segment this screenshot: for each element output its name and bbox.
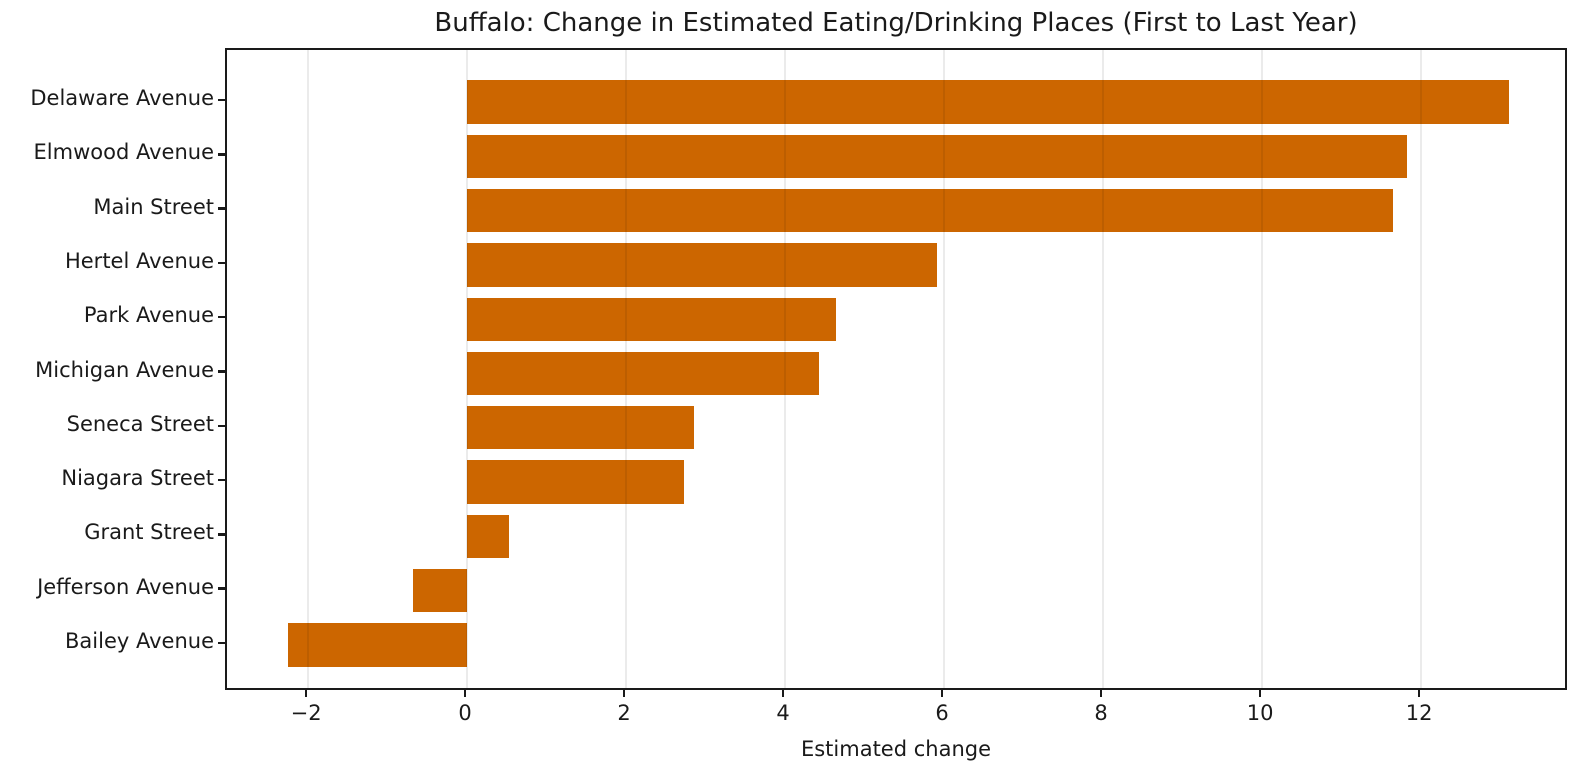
x-tick bbox=[622, 690, 626, 697]
y-tick-label: Jefferson Avenue bbox=[37, 574, 214, 599]
x-tick bbox=[1258, 690, 1262, 697]
chart-title: Buffalo: Change in Estimated Eating/Drin… bbox=[434, 8, 1358, 38]
bar bbox=[467, 188, 1394, 233]
y-tick bbox=[218, 641, 225, 645]
y-tick bbox=[218, 207, 225, 210]
grid-line bbox=[1260, 50, 1264, 688]
x-tick bbox=[304, 690, 308, 697]
grid-line bbox=[306, 50, 310, 688]
y-tick-label: Park Avenue bbox=[83, 303, 214, 328]
y-tick bbox=[218, 533, 225, 536]
y-tick bbox=[218, 98, 225, 102]
x-tick bbox=[463, 690, 467, 697]
x-tick-label: 12 bbox=[1405, 701, 1433, 725]
bar bbox=[467, 460, 685, 504]
y-tick-label: Hertel Avenue bbox=[64, 248, 214, 273]
y-tick bbox=[218, 153, 225, 156]
plot-area bbox=[225, 48, 1567, 690]
y-tick-label: Seneca Street bbox=[66, 411, 214, 436]
grid-line bbox=[942, 50, 946, 688]
grid-line bbox=[624, 50, 628, 688]
x-tick bbox=[781, 690, 785, 697]
y-tick bbox=[218, 424, 225, 428]
y-tick-label: Delaware Avenue bbox=[30, 86, 214, 111]
bar bbox=[467, 351, 820, 396]
bar bbox=[413, 568, 468, 613]
grid-line bbox=[465, 50, 469, 688]
x-tick-label: 6 bbox=[935, 701, 949, 725]
y-tick-label: Bailey Avenue bbox=[65, 628, 214, 653]
bar bbox=[288, 623, 468, 667]
x-tick-label: −2 bbox=[290, 701, 322, 725]
y-tick bbox=[218, 478, 225, 482]
grid-line bbox=[1419, 50, 1423, 688]
x-tick-label: 10 bbox=[1246, 701, 1274, 725]
bar bbox=[467, 80, 1510, 124]
x-tick-label: 8 bbox=[1094, 701, 1108, 725]
bar bbox=[467, 243, 937, 287]
x-tick bbox=[1099, 690, 1103, 697]
grid-line bbox=[1101, 50, 1105, 688]
y-tick bbox=[218, 370, 225, 373]
bar bbox=[467, 297, 836, 341]
y-tick bbox=[218, 587, 225, 590]
bar bbox=[467, 406, 695, 450]
x-tick bbox=[940, 690, 944, 697]
x-tick bbox=[1417, 690, 1421, 697]
bar bbox=[467, 134, 1407, 179]
x-tick-label: 4 bbox=[776, 701, 790, 725]
x-tick-label: 2 bbox=[617, 701, 631, 725]
y-tick-label: Elmwood Avenue bbox=[33, 140, 214, 165]
y-tick-label: Main Street bbox=[93, 194, 214, 219]
y-tick-label: Grant Street bbox=[84, 520, 214, 545]
y-tick bbox=[218, 315, 225, 319]
x-axis-label: Estimated change bbox=[800, 737, 992, 761]
y-tick bbox=[218, 261, 225, 265]
bar bbox=[467, 514, 510, 558]
x-tick-label: 0 bbox=[458, 701, 472, 725]
y-tick-label: Michigan Avenue bbox=[35, 357, 214, 382]
y-tick-label: Niagara Street bbox=[61, 466, 214, 491]
grid-line bbox=[783, 50, 787, 688]
